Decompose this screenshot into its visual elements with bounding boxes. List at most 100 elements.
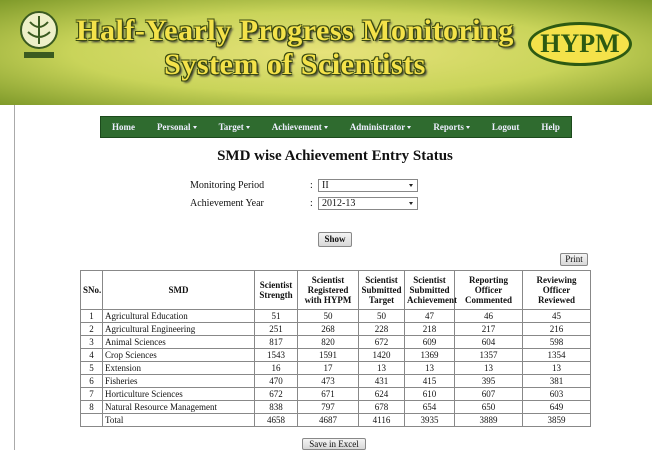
column-header: SNo. xyxy=(80,270,103,310)
page-title: SMD wise Achievement Entry Status xyxy=(217,148,453,164)
logo: HYPM xyxy=(528,22,632,66)
table-cell: 7 xyxy=(80,387,103,401)
title-line: System of Scientists xyxy=(164,48,426,81)
status-table: SNo. SMD Scientist Strength Scientist Regis… xyxy=(80,270,591,427)
nav-label: Logout xyxy=(491,122,520,132)
select[interactable]: 2012-13 xyxy=(318,197,418,210)
table-cell: 4658 xyxy=(254,413,298,427)
nav-item[interactable]: Help xyxy=(541,122,560,132)
table-cell: 47 xyxy=(404,309,455,323)
table-cell: Extension xyxy=(102,361,255,375)
nav-item[interactable]: Personal xyxy=(157,122,197,132)
table-cell: 251 xyxy=(254,322,298,336)
emblem xyxy=(20,11,58,58)
dropdown-caret xyxy=(465,125,470,129)
nav-label: Administrator xyxy=(349,122,406,132)
table-cell: 1357 xyxy=(454,348,523,362)
table-cell: 268 xyxy=(297,322,359,336)
table-cell: 17 xyxy=(297,361,359,375)
table-cell: 16 xyxy=(254,361,298,375)
table-cell: 431 xyxy=(358,374,405,388)
table-cell: 1543 xyxy=(254,348,298,362)
table-cell: Agricultural Engineering xyxy=(102,322,255,336)
table-cell: 3 xyxy=(80,335,103,349)
table-cell: 3935 xyxy=(404,413,455,427)
nav-label: Reports xyxy=(433,122,464,132)
table-cell: Animal Sciences xyxy=(102,335,255,349)
field-label: Achievement Year xyxy=(190,198,264,209)
nav-item[interactable]: Target xyxy=(219,122,250,132)
table-row: 2 Agricultural Engineering 251 268 228 218 217… xyxy=(80,322,591,336)
nav-item[interactable]: Achievement xyxy=(272,122,328,132)
table-cell: 13 xyxy=(522,361,591,375)
header: Half-Yearly Progress Monitoring System o… xyxy=(0,0,652,105)
table-cell: 678 xyxy=(358,400,405,414)
table-cell: 607 xyxy=(454,387,523,401)
table-cell: 4687 xyxy=(297,413,359,427)
table-cell: 50 xyxy=(358,309,405,323)
nav-label: Help xyxy=(541,122,560,132)
nav-item[interactable]: Reports xyxy=(433,122,470,132)
table-cell: 817 xyxy=(254,335,298,349)
dropdown-caret xyxy=(409,184,413,187)
show-button[interactable]: Show xyxy=(318,232,352,247)
export-button[interactable]: Save in Excel xyxy=(302,438,366,450)
total-row: Total 4658 4687 4116 3935 3889 3859 xyxy=(80,413,591,427)
table-cell: 13 xyxy=(404,361,455,375)
table-cell: 415 xyxy=(404,374,455,388)
table-cell: 610 xyxy=(404,387,455,401)
dropdown-caret xyxy=(245,125,250,129)
table-cell: 46 xyxy=(454,309,523,323)
table-cell: 820 xyxy=(297,335,359,349)
table-cell: 381 xyxy=(522,374,591,388)
table-row: 8 Natural Resource Management 838 797 678 654… xyxy=(80,400,591,414)
nav-label: Achievement xyxy=(271,122,322,132)
table-cell: 13 xyxy=(454,361,523,375)
table-cell: 216 xyxy=(522,322,591,336)
table-cell: 2 xyxy=(80,322,103,336)
table-cell: Agricultural Education xyxy=(102,309,255,323)
table-cell: 4 xyxy=(80,348,103,362)
table-row: 4 Crop Sciences 1543 1591 1420 1369 1357 1354 xyxy=(80,348,591,362)
title-line: Half-Yearly Progress Monitoring xyxy=(76,14,514,47)
table-cell: 228 xyxy=(358,322,405,336)
table-cell: 671 xyxy=(297,387,359,401)
nav-label: Home xyxy=(112,122,136,132)
table-cell xyxy=(80,413,103,427)
nav-item[interactable]: Administrator xyxy=(350,122,412,132)
column-header: Scientist Strength xyxy=(254,270,298,310)
column-header: Scientist Registered with HYPM xyxy=(297,270,359,310)
table-cell: 672 xyxy=(254,387,298,401)
table-cell: 603 xyxy=(522,387,591,401)
table-cell: 217 xyxy=(454,322,523,336)
table-row: 6 Fisheries 470 473 431 415 395 381 xyxy=(80,374,591,388)
table-cell: 797 xyxy=(297,400,359,414)
print-button[interactable]: Print xyxy=(560,253,588,266)
table-cell: 3889 xyxy=(454,413,523,427)
table-cell: 6 xyxy=(80,374,103,388)
table-cell: Natural Resource Management xyxy=(102,400,255,414)
table-cell: 598 xyxy=(522,335,591,349)
table-cell: 1591 xyxy=(297,348,359,362)
nav-item[interactable]: Home xyxy=(112,122,135,132)
column-header: SMD xyxy=(102,270,255,310)
column-header: Scientist Submitted Target xyxy=(358,270,405,310)
table-row: 7 Horticulture Sciences 672 671 624 610 607 603 xyxy=(80,387,591,401)
nav-label: Personal xyxy=(157,122,191,132)
header-row: SNo. SMD Scientist Strength Scientist Regis… xyxy=(80,270,591,310)
field-separator: : xyxy=(310,198,313,209)
table-row: 1 Agricultural Education 51 50 50 47 46 45 xyxy=(80,309,591,323)
table-cell: 650 xyxy=(454,400,523,414)
table-cell: Fisheries xyxy=(102,374,255,388)
nav-item[interactable]: Logout xyxy=(492,122,520,132)
table-cell: 8 xyxy=(80,400,103,414)
table-cell: 13 xyxy=(358,361,405,375)
total-label: Total xyxy=(102,413,255,427)
table-cell: 45 xyxy=(522,309,591,323)
select[interactable]: II xyxy=(318,179,418,192)
table-cell: 604 xyxy=(454,335,523,349)
nav-bar: Home Personal Target Achievement Administrat… xyxy=(100,116,572,138)
table-cell: 1354 xyxy=(522,348,591,362)
column-header: Reporting Officer Commented xyxy=(454,270,523,310)
table-cell: 395 xyxy=(454,374,523,388)
